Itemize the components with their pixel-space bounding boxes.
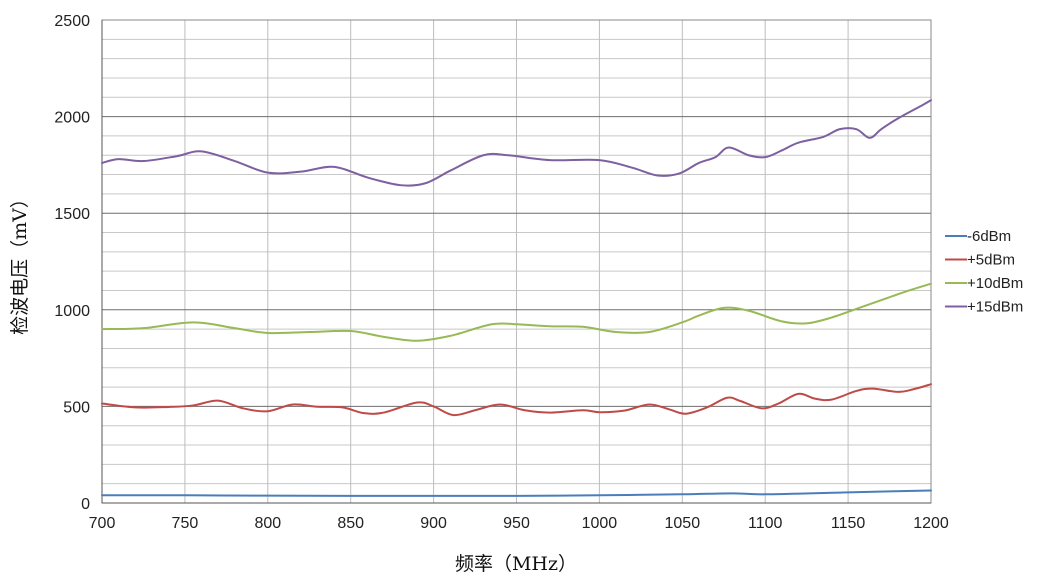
x-tick-label: 1150 xyxy=(831,515,866,532)
x-tick-label: 750 xyxy=(172,515,199,532)
y-axis-title: 检波电压（mV） xyxy=(9,189,31,335)
legend-label-10dbm: +10dBm xyxy=(967,275,1023,292)
y-tick-label: 2500 xyxy=(54,13,90,30)
x-tick-label: 1000 xyxy=(582,515,618,532)
series-line-6dbm xyxy=(101,489,932,497)
plot-area: 700 750 800 850 900 950 1000 1050 1100 1150 1200 0 5… xyxy=(54,13,948,532)
series-line-5dbm xyxy=(101,383,932,417)
y-tick-label: 1000 xyxy=(54,303,90,320)
x-tick-label: 950 xyxy=(503,515,530,532)
series-line-10dbm xyxy=(101,282,932,342)
x-tick-label: 800 xyxy=(254,515,281,532)
y-tick-label: 500 xyxy=(63,399,90,416)
x-tick-label: 1200 xyxy=(913,515,949,532)
y-axis-title-group: 检波电压（mV） xyxy=(9,189,31,335)
x-axis-title: 频率（MHz） xyxy=(455,553,577,575)
x-tick-label: 850 xyxy=(337,515,364,532)
x-tick-label: 1100 xyxy=(748,515,783,532)
x-tick-label: 900 xyxy=(420,515,447,532)
legend-label-6dbm: -6dBm xyxy=(967,228,1011,245)
legend-label-5dbm: +5dBm xyxy=(967,252,1015,269)
y-tick-label: 1500 xyxy=(54,206,90,223)
legend-label-15dbm: +15dBm xyxy=(967,299,1023,316)
y-tick-label: 2000 xyxy=(54,110,90,127)
x-tick-label: 1050 xyxy=(665,515,701,532)
legend: -6dBm +5dBm +10dBm +15dBm xyxy=(945,228,1023,316)
series-line-15dbm xyxy=(101,99,932,187)
y-tick-label: 0 xyxy=(81,496,90,513)
x-tick-label: 700 xyxy=(89,515,116,532)
